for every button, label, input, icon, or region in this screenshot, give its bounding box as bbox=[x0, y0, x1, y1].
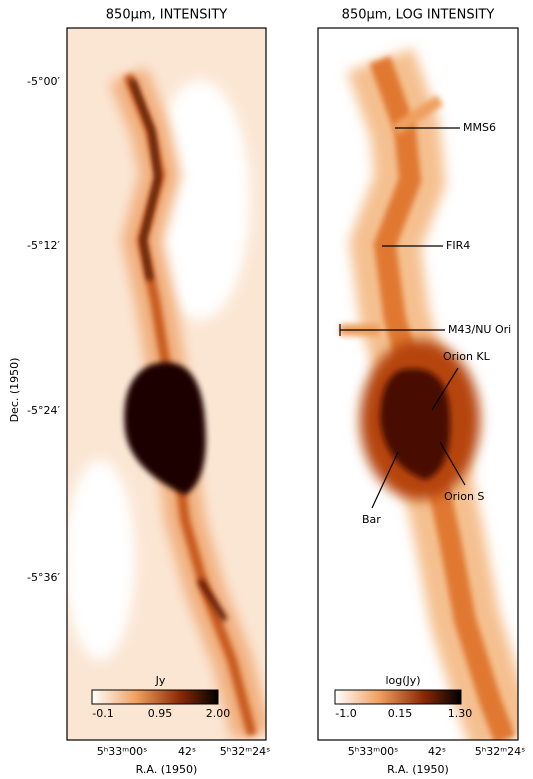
colorbar bbox=[91, 689, 219, 705]
colorbar-tick-label: 1.30 bbox=[448, 707, 473, 720]
y-tick-label: -5°24′ bbox=[27, 404, 60, 417]
colorbar-tick-label: -1.0 bbox=[335, 707, 356, 720]
annotation: MMS6 bbox=[463, 121, 496, 134]
x-tick-label: 5ʰ33ᵐ00ˢ bbox=[97, 745, 147, 758]
x-tick-label: 5ʰ32ᵐ24ˢ bbox=[475, 745, 525, 758]
colorbar-tick-label: -0.1 bbox=[92, 707, 113, 720]
intensity-map bbox=[67, 28, 266, 740]
y-axis-label: Dec. (1950) bbox=[8, 358, 21, 423]
annotation: FIR4 bbox=[446, 239, 470, 252]
x-tick-label: 5ʰ33ᵐ00ˢ bbox=[348, 745, 398, 758]
annotation: Bar bbox=[362, 513, 381, 526]
colorbar-tick-label: 0.15 bbox=[388, 707, 413, 720]
annotation: M43/NU Ori bbox=[448, 323, 511, 336]
x-tick-label: 42ˢ bbox=[178, 745, 196, 758]
panel-title: 850μm, LOG INTENSITY bbox=[342, 8, 495, 23]
panel-title: 850μm, INTENSITY bbox=[106, 8, 227, 23]
y-tick-label: -5°00′ bbox=[27, 75, 60, 88]
x-axis-label: R.A. (1950) bbox=[136, 763, 198, 776]
annotation: Orion S bbox=[444, 490, 484, 503]
colorbar-tick-label: 2.00 bbox=[206, 707, 231, 720]
y-tick-label: -5°36′ bbox=[27, 571, 60, 584]
x-tick-label: 5ʰ32ᵐ24ˢ bbox=[220, 745, 270, 758]
colorbar-label: Jy bbox=[155, 674, 166, 687]
colorbar-tick-label: 0.95 bbox=[148, 707, 173, 720]
log-intensity-map bbox=[318, 28, 518, 740]
colorbar-label: log(Jy) bbox=[385, 674, 420, 687]
frame bbox=[317, 27, 519, 741]
y-tick-label: -5°12′ bbox=[27, 239, 60, 252]
colorbar bbox=[334, 689, 462, 705]
x-axis-label: R.A. (1950) bbox=[387, 763, 449, 776]
frame bbox=[66, 27, 267, 741]
annotation-lines bbox=[339, 127, 466, 509]
x-tick-label: 42ˢ bbox=[428, 745, 446, 758]
annotation: Orion KL bbox=[443, 350, 491, 363]
